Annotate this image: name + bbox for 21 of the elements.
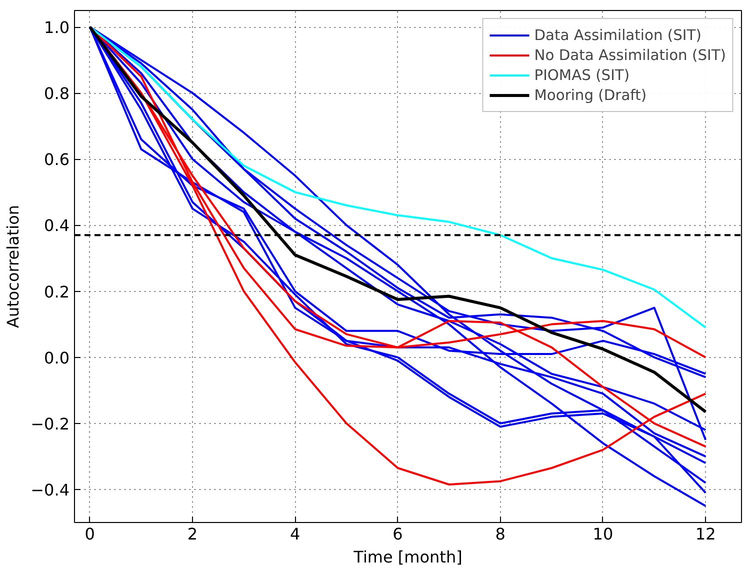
x-tick-label: 8	[495, 524, 506, 544]
x-axis-title: Time [month]	[352, 548, 462, 566]
y-tick-label: 0.2	[44, 282, 70, 302]
x-tick-label: 4	[290, 524, 300, 544]
y-axis-title: Autocorrelation	[4, 205, 23, 328]
y-tick-label: −0.4	[30, 480, 70, 500]
x-tick-label: 2	[187, 524, 198, 544]
x-tick-label: 0	[84, 524, 95, 544]
y-tick-label: 0.4	[44, 216, 70, 236]
y-tick-label: 0.8	[44, 84, 70, 104]
y-tick-label: −0.2	[30, 414, 70, 434]
legend-label: Data Assimilation (SIT)	[534, 26, 702, 44]
y-tick-label: 0.6	[44, 150, 70, 170]
x-tick-label: 12	[695, 524, 716, 544]
y-tick-label: 1.0	[44, 18, 70, 38]
x-tick-label: 10	[592, 524, 614, 544]
legend-label: No Data Assimilation (SIT)	[534, 46, 726, 64]
legend-label: PIOMAS (SIT)	[534, 66, 630, 84]
legend-label: Mooring (Draft)	[534, 86, 647, 104]
y-tick-label: 0.0	[44, 348, 70, 368]
x-tick-label: 6	[392, 524, 403, 544]
